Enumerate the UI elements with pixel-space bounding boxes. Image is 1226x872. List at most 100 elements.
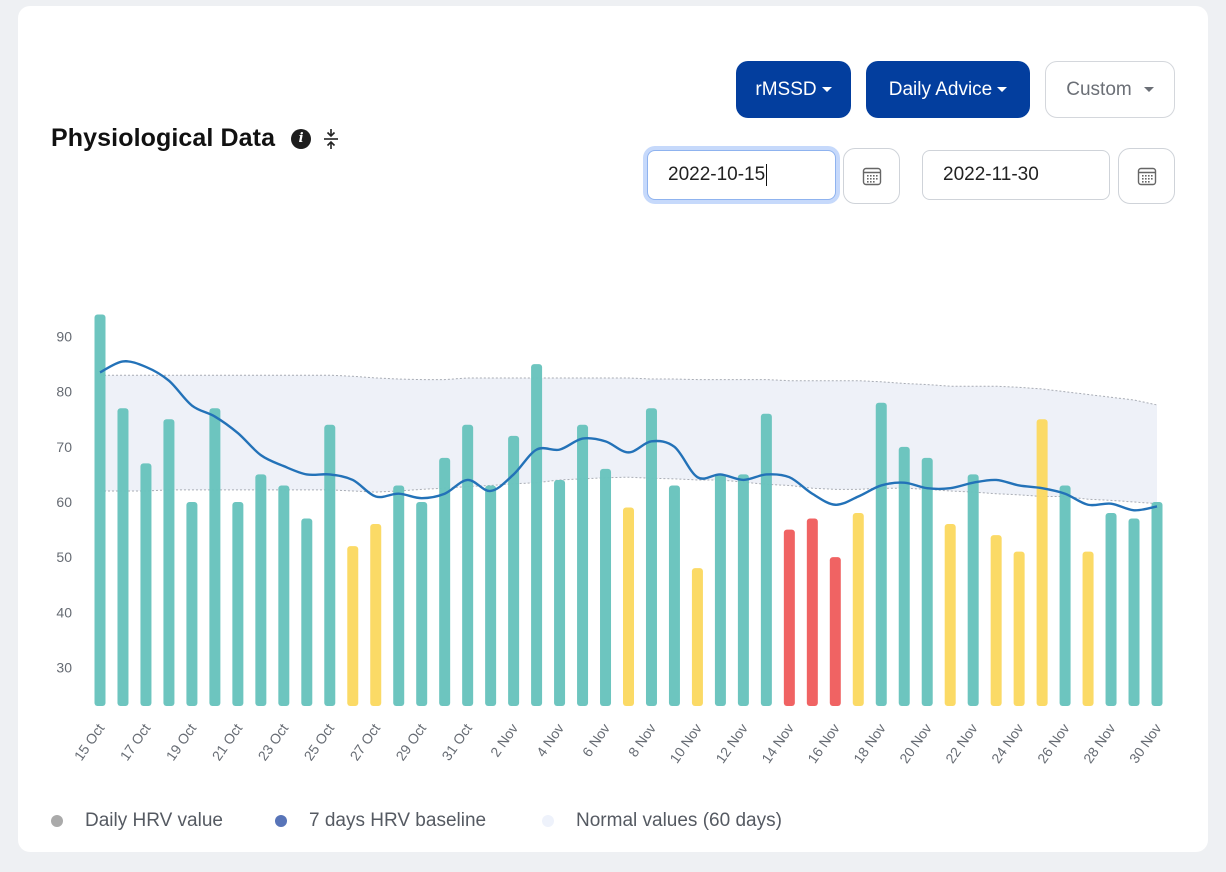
start-date-value: 2022-10-15 <box>668 164 766 185</box>
x-tick-label: 27 Oct <box>346 720 383 763</box>
legend-label: 7 days HRV baseline <box>309 810 487 831</box>
normal-upper-edge <box>100 374 1158 406</box>
title-row: Physiological Data i <box>51 124 341 153</box>
calendar-icon <box>862 167 881 186</box>
hrv-bar <box>1082 551 1094 706</box>
hrv-bar <box>232 502 244 706</box>
metric-dropdown-button[interactable]: rMSSD <box>736 61 851 118</box>
hrv-bar <box>347 546 359 706</box>
y-tick-label: 40 <box>56 604 72 620</box>
y-tick-label: 80 <box>56 384 72 400</box>
hrv-bar <box>600 468 612 706</box>
advice-dropdown-button[interactable]: Daily Advice <box>866 61 1030 118</box>
normal-lower-edge <box>100 476 1158 505</box>
x-tick-label: 22 Nov <box>942 721 981 767</box>
x-tick-label: 21 Oct <box>209 720 246 763</box>
hrv-bar <box>163 419 175 706</box>
hrv-bar <box>737 474 749 706</box>
hrv-bar <box>94 314 106 706</box>
y-tick-label: 60 <box>56 494 72 510</box>
info-icon[interactable]: i <box>291 128 312 149</box>
range-dropdown-button[interactable]: Custom <box>1045 61 1175 118</box>
legend-item-baseline[interactable]: 7 days HRV baseline <box>275 810 486 832</box>
legend-item-daily-hrv[interactable]: Daily HRV value <box>51 810 223 832</box>
normal-values-band <box>100 375 1157 504</box>
hrv-bar <box>944 524 956 706</box>
advice-dropdown-label: Daily Advice <box>888 78 993 100</box>
legend-dot <box>51 815 63 827</box>
hrv-bar <box>829 557 841 706</box>
hrv-bar <box>508 435 520 706</box>
start-calendar-button[interactable] <box>843 148 900 204</box>
hrv-bar <box>852 513 864 706</box>
x-tick-label: 26 Nov <box>1034 721 1073 767</box>
x-tick-label: 20 Nov <box>896 721 935 767</box>
y-tick-label: 70 <box>56 439 72 455</box>
hrv-bar <box>760 413 772 706</box>
hrv-bar <box>1128 518 1140 706</box>
collapse-icon[interactable] <box>321 128 341 150</box>
hrv-bar <box>531 364 543 706</box>
hrv-bar <box>577 424 589 706</box>
x-tick-label: 19 Oct <box>163 720 200 763</box>
hrv-bar <box>485 485 497 706</box>
x-tick-label: 16 Nov <box>804 721 843 767</box>
x-tick-label: 10 Nov <box>666 721 705 767</box>
legend-label: Daily HRV value <box>85 810 223 831</box>
legend-dot <box>542 815 554 827</box>
hrv-bar <box>714 474 726 706</box>
x-tick-label: 30 Nov <box>1126 721 1165 767</box>
hrv-bar <box>645 408 657 706</box>
hrv-bar <box>393 485 405 706</box>
hrv-bar <box>324 424 336 706</box>
page-title: Physiological Data <box>51 124 276 152</box>
hrv-bar <box>301 518 313 706</box>
x-tick-label: 8 Nov <box>625 721 659 760</box>
end-date-input[interactable]: 2022-11-30 <box>922 150 1110 200</box>
end-calendar-button[interactable] <box>1118 148 1175 204</box>
hrv-bar <box>439 457 451 706</box>
hrv-bar <box>1036 419 1048 706</box>
hrv-bar <box>1013 551 1025 706</box>
y-tick-label: 30 <box>56 659 72 675</box>
x-tick-label: 31 Oct <box>438 720 475 763</box>
x-tick-label: 23 Oct <box>255 720 292 763</box>
x-tick-label: 4 Nov <box>533 721 567 760</box>
y-tick-label: 50 <box>56 549 72 565</box>
x-tick-label: 14 Nov <box>758 721 797 767</box>
legend-item-normal-values[interactable]: Normal values (60 days) <box>542 810 782 832</box>
hrv-bar <box>1151 502 1163 706</box>
hrv-bar <box>370 524 382 706</box>
hrv-bar <box>554 479 566 706</box>
start-date-input[interactable]: 2022-10-15 <box>647 150 836 200</box>
x-tick-label: 6 Nov <box>579 721 613 760</box>
hrv-bar <box>875 402 887 706</box>
hrv-bar <box>140 463 152 706</box>
caret-down-icon <box>821 87 832 92</box>
hrv-bar <box>898 446 910 706</box>
hrv-bar <box>255 474 267 706</box>
x-tick-label: 12 Nov <box>712 721 751 767</box>
x-tick-label: 29 Oct <box>392 720 429 763</box>
legend-dot <box>275 815 287 827</box>
hrv-bar <box>783 529 795 706</box>
metric-dropdown-label: rMSSD <box>755 78 817 100</box>
hrv-bar <box>967 474 979 706</box>
x-tick-label: 18 Nov <box>850 721 889 767</box>
baseline-line <box>99 360 1158 512</box>
range-dropdown-label: Custom <box>1066 78 1132 100</box>
hrv-bar <box>921 457 933 706</box>
hrv-bar <box>1059 485 1071 706</box>
x-tick-label: 28 Nov <box>1080 721 1119 767</box>
y-tick-label: 90 <box>56 329 72 345</box>
hrv-bar <box>990 535 1002 706</box>
hrv-bar <box>691 568 703 706</box>
text-cursor <box>766 164 768 186</box>
x-tick-label: 24 Nov <box>988 721 1027 767</box>
hrv-bar <box>278 485 290 706</box>
legend-label: Normal values (60 days) <box>576 810 782 831</box>
hrv-bar <box>209 408 221 706</box>
end-date-value: 2022-11-30 <box>943 164 1039 185</box>
hrv-bar <box>668 485 680 706</box>
